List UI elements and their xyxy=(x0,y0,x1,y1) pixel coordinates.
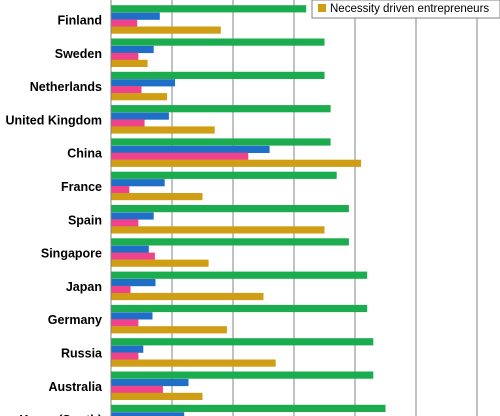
legend-swatch-necessity xyxy=(318,4,326,12)
bars xyxy=(111,5,386,416)
category-label: Netherlands xyxy=(30,80,102,94)
category-label: China xyxy=(67,147,103,161)
legend: Necessity driven entrepreneurs xyxy=(311,0,500,19)
category-label: Korea (South) xyxy=(19,413,102,416)
bar-series4-sweden xyxy=(111,59,148,67)
bar-series4-netherlands xyxy=(111,93,168,101)
bar-series3-australia xyxy=(111,385,163,393)
bar-series4-singapore xyxy=(111,259,209,267)
bar-series2-australia xyxy=(111,378,189,387)
bar-series1-japan xyxy=(111,271,368,279)
bar-series3-sweden xyxy=(111,52,139,60)
bar-series1-united-kingdom xyxy=(111,105,331,113)
bar-series1-spain xyxy=(111,205,349,213)
category-label: Australia xyxy=(49,380,104,394)
bar-series4-australia xyxy=(111,392,203,400)
bar-series1-china xyxy=(111,138,331,146)
bar-series4-finland xyxy=(111,26,221,34)
bar-series1-netherlands xyxy=(111,71,325,79)
bar-series2-finland xyxy=(111,12,160,20)
bar-series2-united-kingdom xyxy=(111,112,169,120)
category-label: France xyxy=(61,180,102,194)
legend-label-necessity: Necessity driven entrepreneurs xyxy=(330,3,489,15)
bar-series2-france xyxy=(111,179,165,187)
bar-series3-japan xyxy=(111,285,131,294)
bar-series3-united-kingdom xyxy=(111,119,145,127)
bar-series2-netherlands xyxy=(111,79,175,87)
bar-series3-germany xyxy=(111,319,139,327)
category-label: Japan xyxy=(66,280,102,294)
bar-series1-korea-south- xyxy=(111,404,386,412)
bar-series3-singapore xyxy=(111,252,155,260)
bar-series3-france xyxy=(111,186,130,194)
bar-series2-sweden xyxy=(111,45,154,54)
category-labels: Finland Sweden Netherlands United Kingdom Ch… xyxy=(5,14,103,416)
bar-series3-china xyxy=(111,152,249,160)
bar-series4-spain xyxy=(111,226,325,234)
bar-series4-russia xyxy=(111,359,276,367)
category-label: Russia xyxy=(61,347,103,361)
bar-series3-spain xyxy=(111,219,139,227)
category-label: Singapore xyxy=(41,247,102,261)
category-label: Spain xyxy=(68,213,102,227)
category-label: Finland xyxy=(58,14,102,28)
bar-series3-netherlands xyxy=(111,86,142,94)
bar-series2-germany xyxy=(111,312,153,320)
bar-series1-france xyxy=(111,171,337,179)
bar-series1-sweden xyxy=(111,38,325,46)
category-label: United Kingdom xyxy=(5,113,102,127)
bar-series1-russia xyxy=(111,338,374,346)
bar-series2-korea-south- xyxy=(111,412,185,416)
category-label: Germany xyxy=(48,313,102,327)
bar-series1-singapore xyxy=(111,238,349,246)
bar-series4-france xyxy=(111,193,203,201)
bar-series1-australia xyxy=(111,371,374,379)
bar-series1-germany xyxy=(111,304,368,313)
bar-series1-finland xyxy=(111,5,307,13)
bar-series4-united-kingdom xyxy=(111,126,215,134)
bar-series2-spain xyxy=(111,212,154,220)
bar-series2-singapore xyxy=(111,245,149,253)
category-label: Sweden xyxy=(55,47,102,61)
bar-series2-china xyxy=(111,145,270,153)
bar-series4-germany xyxy=(111,326,227,334)
bar-series3-russia xyxy=(111,352,139,360)
legend-box xyxy=(311,0,500,19)
bar-series4-japan xyxy=(111,292,264,301)
bar-series4-china xyxy=(111,159,362,167)
bar-series3-finland xyxy=(111,19,138,27)
bar-series2-russia xyxy=(111,345,144,353)
bar-series2-japan xyxy=(111,279,156,287)
